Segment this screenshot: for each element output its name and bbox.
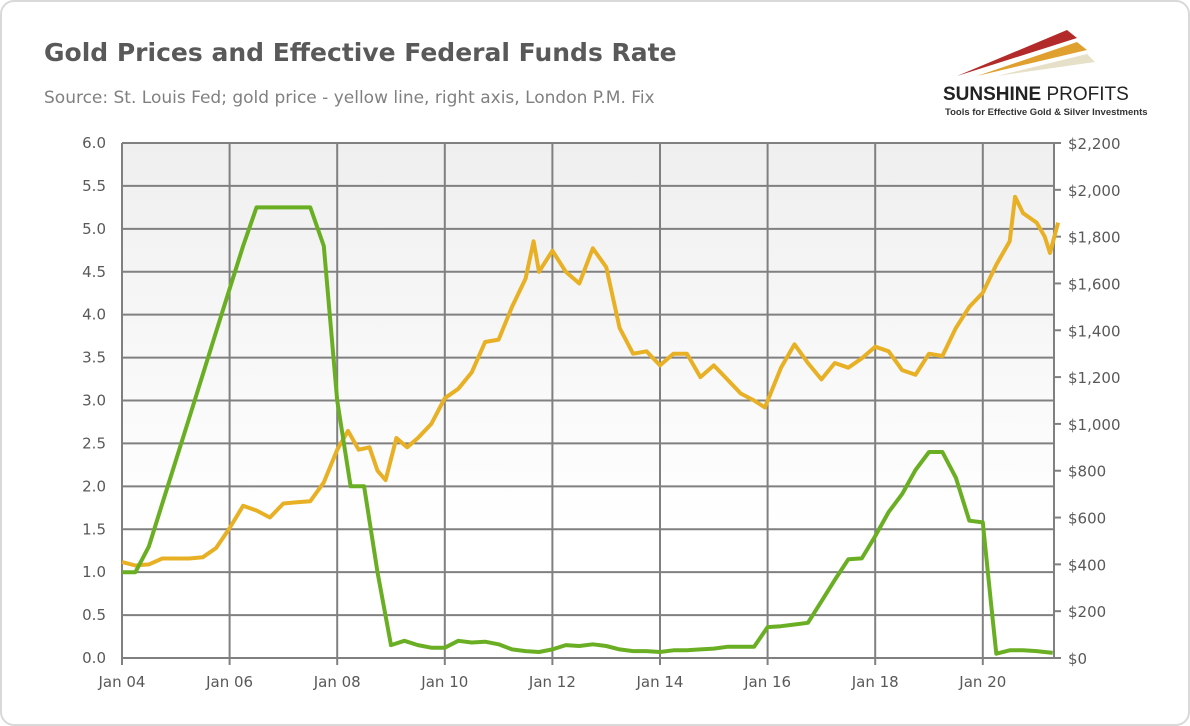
y-left-tick-label: 0.0 [82, 649, 106, 667]
x-tick-label: Jan 08 [313, 673, 361, 691]
y-left-tick-label: 4.0 [82, 306, 106, 324]
x-tick-label: Jan 10 [420, 673, 468, 691]
y-right-tick-label: $2,000 [1068, 182, 1121, 200]
chart-title: Gold Prices and Effective Federal Funds … [44, 38, 677, 67]
y-left-tick-label: 2.5 [82, 434, 106, 452]
y-left-tick-label: 0.5 [82, 606, 106, 624]
y-right-tick-label: $1,200 [1068, 369, 1121, 387]
y-left-tick-label: 1.0 [82, 563, 106, 581]
y-right-tick-label: $200 [1068, 603, 1106, 621]
x-tick-label: Jan 14 [636, 673, 684, 691]
logo-swoosh-icon [957, 30, 1095, 76]
chart-subtitle: Source: St. Louis Fed; gold price - yell… [44, 88, 655, 108]
y-right-tick-label: $1,800 [1068, 229, 1121, 247]
y-left-tick-label: 1.5 [82, 520, 106, 538]
logo-name: SUNSHINE PROFITS [943, 84, 1129, 105]
y-right-tick-label: $2,200 [1068, 135, 1121, 153]
y-left-tick-label: 3.0 [82, 392, 106, 410]
y-right-tick-label: $1,600 [1068, 275, 1121, 293]
y-right-tick-label: $0 [1068, 650, 1087, 668]
y-right-tick-label: $600 [1068, 510, 1106, 528]
y-right-tick-label: $400 [1068, 556, 1106, 574]
y-left-tick-label: 2.0 [82, 477, 106, 495]
y-left-tick-label: 4.5 [82, 263, 106, 281]
y-right-tick-label: $1,000 [1068, 416, 1121, 434]
fed-funds-rate-line [122, 205, 1053, 656]
y-left-tick-label: 5.5 [82, 177, 106, 195]
y-right-tick-label: $800 [1068, 463, 1106, 481]
x-tick-label: Jan 06 [205, 673, 253, 691]
x-tick-label: Jan 12 [528, 673, 576, 691]
x-tick-label: Jan 16 [743, 673, 791, 691]
y-left-tick-label: 5.0 [82, 220, 106, 238]
x-tick-label: Jan 20 [958, 673, 1006, 691]
x-tick-label: Jan 04 [98, 673, 146, 691]
y-right-tick-label: $1,400 [1068, 322, 1121, 340]
y-left-tick-label: 6.0 [82, 134, 106, 152]
sunshine-profits-logo: SUNSHINE PROFITS Tools for Effective Gol… [937, 20, 1172, 120]
logo-tagline: Tools for Effective Gold & Silver Invest… [945, 107, 1148, 118]
x-tick-label: Jan 18 [851, 673, 899, 691]
y-left-tick-label: 3.5 [82, 349, 106, 367]
gold-price-line [121, 194, 1061, 568]
